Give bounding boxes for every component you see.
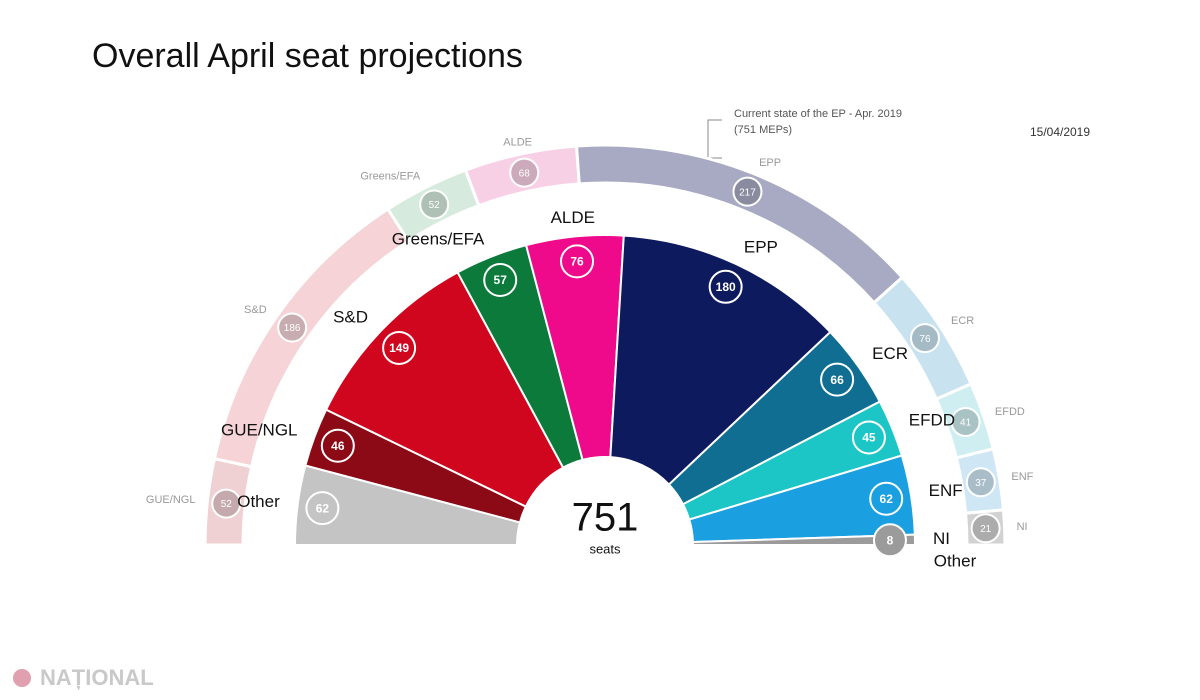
badge [277, 312, 308, 343]
badge-value: 217 [739, 187, 756, 198]
badge [872, 523, 907, 558]
badge-value: 62 [316, 501, 330, 515]
badge [909, 323, 940, 354]
badge-value: 180 [716, 280, 736, 294]
current-party-label: ALDE [503, 136, 532, 148]
badge [950, 406, 981, 437]
center-hole [519, 459, 691, 631]
seat-wedge [691, 533, 917, 546]
badge-value: 62 [880, 492, 894, 506]
badge [211, 488, 242, 519]
badge-value: 68 [519, 168, 531, 179]
logo-icon [13, 669, 31, 687]
party-label: Other [237, 492, 280, 511]
annotation: Current state of the EP - Apr. 2019 [734, 108, 902, 120]
party-label: S&D [333, 308, 368, 327]
current-party-label: EFDD [995, 406, 1025, 418]
badge-value: 52 [429, 200, 441, 211]
chart-title: Overall April seat projections [92, 37, 523, 75]
seat-wedge [324, 270, 565, 508]
party-label: EFDD [909, 411, 955, 430]
party-label: EPP [744, 237, 778, 256]
current-party-label: Greens/EFA [360, 171, 421, 183]
party-label: GUE/NGL [221, 420, 298, 439]
badge-value: 76 [570, 255, 584, 269]
annotation: (751 MEPs) [734, 124, 792, 136]
badge-shade [952, 408, 979, 435]
current-party-label: NI [1017, 521, 1028, 533]
current-party-label: ECR [951, 315, 974, 327]
other-label: Other [934, 551, 977, 570]
badge [320, 428, 355, 463]
current-party-label: EPP [759, 157, 781, 169]
badge [851, 420, 886, 455]
badge-value: 76 [919, 334, 931, 345]
badge-shade [911, 325, 938, 352]
badge [732, 176, 763, 207]
badge [560, 244, 595, 279]
date: 15/04/2019 [1030, 125, 1090, 139]
party-label: NI [933, 529, 950, 548]
badge [965, 467, 996, 498]
annotation-bracket [707, 119, 722, 159]
badge-shade [279, 314, 306, 341]
badge-shade [511, 159, 538, 186]
badge-value: 52 [221, 499, 233, 510]
badge [382, 330, 417, 365]
badge [509, 157, 540, 188]
party-label: ECR [872, 344, 908, 363]
badge [869, 481, 904, 516]
badge-value: 46 [331, 439, 345, 453]
badge-shade [967, 469, 994, 496]
watermark: NAȚIONAL [40, 665, 154, 690]
badge-value: 41 [960, 418, 972, 429]
badge [970, 513, 1001, 544]
party-label: ALDE [551, 208, 595, 227]
current-party-label: ENF [1011, 471, 1033, 483]
badge-shade [734, 178, 761, 205]
badge-value: 66 [830, 373, 844, 387]
badge-shade [421, 191, 448, 218]
badge [820, 362, 855, 397]
badge [708, 269, 743, 304]
party-label: ENF [929, 481, 963, 500]
total: 751 [572, 496, 639, 540]
badge [419, 189, 450, 220]
badge-value: 45 [862, 431, 876, 445]
badge [483, 262, 518, 297]
badge-value: 149 [389, 341, 409, 355]
badge-value: 57 [494, 273, 508, 287]
badge-value: 37 [975, 478, 987, 489]
badge-shade [972, 515, 999, 542]
badge-value: 8 [887, 533, 894, 547]
badge [305, 491, 340, 526]
party-label: Greens/EFA [392, 229, 485, 248]
badge-value: 186 [284, 323, 301, 334]
seat-wedge [609, 234, 832, 486]
total-sublabel: seats [589, 541, 621, 556]
badge-value: 21 [980, 524, 992, 535]
current-party-label: S&D [244, 304, 267, 316]
badge-shade [213, 490, 240, 517]
current-party-label: GUE/NGL [146, 494, 196, 506]
